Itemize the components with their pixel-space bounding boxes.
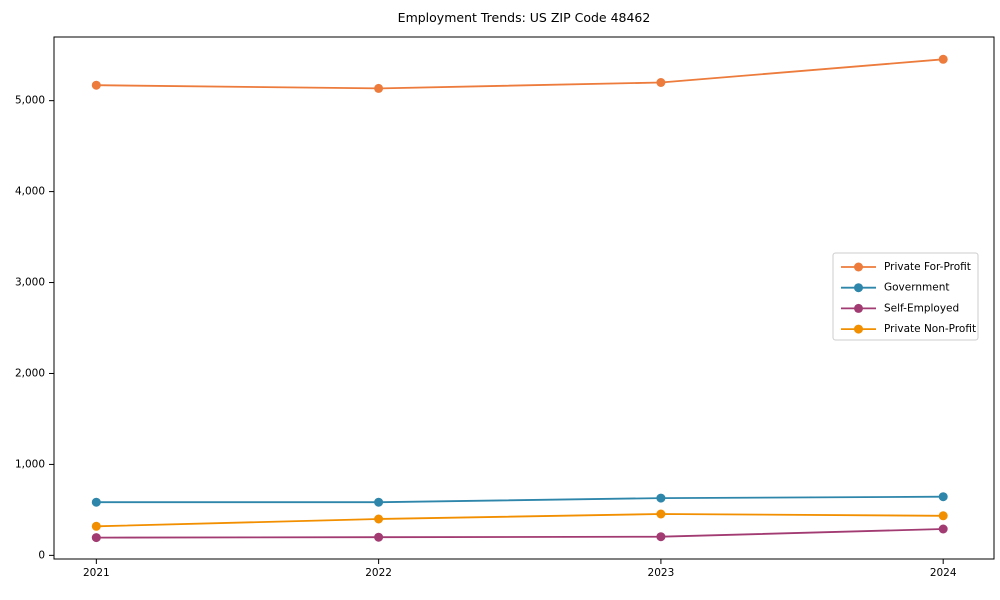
legend-swatch-dot-private-for-profit: [854, 262, 863, 272]
y-tick-label: 5,000: [15, 95, 45, 107]
series-marker-private-for-profit: [938, 54, 948, 64]
series-marker-private-for-profit: [374, 83, 384, 93]
x-tick-label: 2023: [648, 567, 675, 579]
plot-border: [53, 36, 995, 560]
legend-box: [832, 252, 979, 341]
series-marker-government: [656, 493, 666, 503]
y-tick-label: 4,000: [15, 186, 45, 198]
series-line-self-employed: [96, 528, 944, 539]
series-line-government: [96, 495, 944, 504]
series-marker-government: [91, 497, 101, 507]
series-marker-private-non-profit: [938, 511, 948, 521]
legend-swatch-dot-government: [854, 283, 863, 293]
series-marker-self-employed: [938, 524, 948, 534]
x-tick-label: 2021: [83, 567, 110, 579]
series-line-private-non-profit: [96, 513, 944, 528]
y-tick-label: 3,000: [15, 277, 45, 289]
legend-label-government: Government: [884, 282, 949, 294]
legend-label-self-employed: Self-Employed: [884, 302, 959, 314]
series-marker-private-non-profit: [91, 521, 101, 531]
series-marker-government: [938, 492, 948, 502]
series-marker-private-non-profit: [374, 514, 384, 524]
series-marker-self-employed: [91, 533, 101, 543]
series-marker-government: [374, 497, 384, 507]
legend-swatch-dot-self-employed: [854, 303, 863, 313]
y-tick-label: 1,000: [15, 458, 45, 470]
series-marker-self-employed: [656, 532, 666, 542]
x-tick-label: 2024: [930, 567, 957, 579]
series-line-private-for-profit: [96, 58, 944, 90]
x-tick-label: 2022: [365, 567, 392, 579]
series-marker-self-employed: [374, 532, 384, 542]
series-marker-private-non-profit: [656, 509, 666, 519]
legend-swatch-dot-private-non-profit: [854, 324, 863, 334]
chart-title: Employment Trends: US ZIP Code 48462: [397, 10, 651, 25]
legend-label-private-non-profit: Private Non-Profit: [884, 323, 976, 335]
y-tick-label: 0: [38, 549, 45, 561]
y-tick-label: 2,000: [15, 367, 45, 379]
series-marker-private-for-profit: [656, 78, 666, 87]
legend-label-private-for-profit: Private For-Profit: [884, 261, 971, 273]
series-marker-private-for-profit: [91, 80, 101, 90]
